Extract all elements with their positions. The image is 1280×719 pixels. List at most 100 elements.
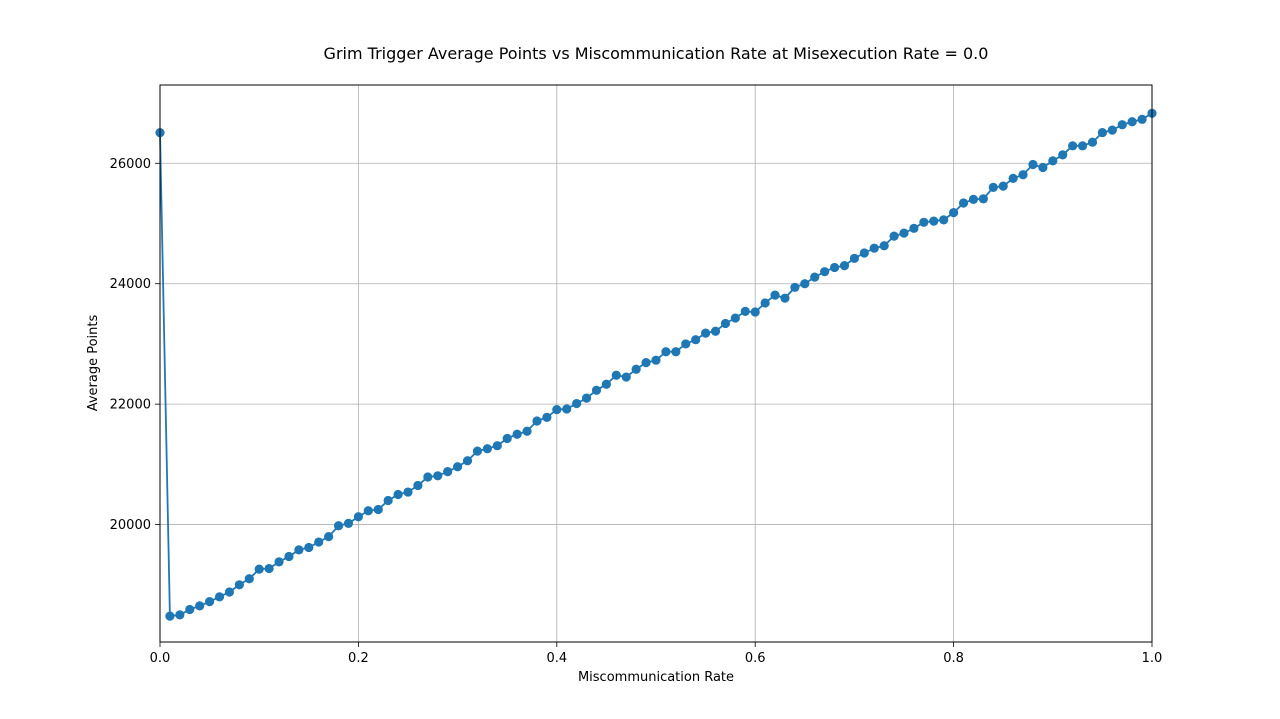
data-point (611, 370, 621, 380)
data-point (581, 393, 592, 403)
data-point (1048, 156, 1058, 166)
data-point (701, 328, 711, 338)
data-point (651, 355, 661, 365)
data-point (343, 518, 354, 528)
data-point (601, 379, 612, 389)
data-point (304, 542, 314, 553)
axis-ticks: 0.0 0.2 0.4 0.6 0.8 1.0 20000 22000 24000 26000 (110, 157, 1163, 666)
data-point (829, 262, 840, 273)
x-tick-label: 0.8 (943, 651, 964, 666)
data-point (730, 313, 740, 323)
data-point (909, 223, 919, 233)
data-point (462, 456, 473, 466)
data-point (740, 306, 750, 317)
data-point (532, 416, 542, 426)
x-tick-label: 0.6 (745, 651, 766, 666)
data-point (324, 532, 334, 542)
x-tick-label: 1.0 (1142, 651, 1163, 666)
data-point (691, 335, 701, 345)
data-point (443, 466, 453, 477)
data-point (1068, 141, 1078, 151)
data-point (284, 551, 294, 562)
data-point (522, 426, 532, 436)
data-point (185, 604, 195, 615)
data-point (899, 228, 909, 238)
data-point (274, 557, 284, 567)
data-point (1038, 162, 1048, 173)
data-point (1018, 170, 1028, 180)
x-tick-label: 0.4 (546, 651, 567, 666)
y-tick-label: 24000 (110, 277, 151, 292)
data-point (849, 253, 860, 264)
data-point (1077, 141, 1088, 151)
data-point (1058, 150, 1068, 160)
data-point (859, 248, 869, 258)
data-point (1107, 125, 1117, 135)
data-point (631, 364, 641, 374)
data-point (393, 489, 403, 500)
data-point (413, 480, 423, 491)
data-point (939, 215, 949, 225)
data-point (998, 181, 1008, 191)
data-point (790, 282, 800, 292)
data-point (492, 441, 502, 451)
data-point (879, 241, 889, 251)
data-point (929, 216, 939, 226)
data-point (968, 194, 979, 205)
data-point (353, 512, 363, 522)
data-point (978, 194, 988, 204)
data-point (333, 521, 344, 531)
data-point (720, 318, 731, 329)
y-tick-label: 20000 (110, 518, 151, 533)
data-point (175, 610, 185, 620)
data-point (224, 587, 235, 597)
data-point (512, 429, 522, 439)
data-point (234, 580, 244, 590)
data-point (591, 385, 602, 395)
x-axis-label: Miscommunication Rate (578, 670, 734, 685)
chart-title: Grim Trigger Average Points vs Miscommun… (324, 44, 989, 63)
data-point (641, 358, 651, 368)
data-point (671, 347, 681, 357)
data-point (502, 433, 512, 444)
data-point (988, 182, 998, 192)
data-point (1117, 120, 1127, 130)
data-point (750, 307, 760, 317)
y-tick-label: 22000 (110, 398, 151, 413)
data-point (433, 471, 443, 481)
data-point (552, 404, 562, 415)
data-point (710, 326, 721, 336)
data-point (195, 601, 205, 611)
x-tick-label: 0.0 (150, 651, 171, 666)
data-point (958, 198, 969, 208)
data-point (1127, 117, 1137, 127)
data-point (1137, 114, 1147, 124)
data-point (681, 339, 691, 349)
data-point (383, 495, 393, 506)
data-point (403, 487, 413, 497)
data-point (661, 347, 671, 357)
data-point (165, 611, 175, 621)
data-point (205, 597, 215, 607)
data-point (810, 272, 820, 282)
data-point (453, 462, 463, 472)
data-point (472, 446, 483, 456)
data-point (949, 208, 959, 218)
data-point (482, 444, 492, 454)
grid (159, 85, 1153, 642)
series-layer (155, 108, 1157, 621)
data-point (562, 404, 572, 414)
data-point (780, 293, 790, 303)
data-point (1087, 137, 1098, 147)
data-point (294, 545, 304, 555)
data-point (572, 398, 582, 409)
data-point (919, 217, 929, 227)
data-point (770, 290, 780, 300)
data-point (244, 574, 254, 584)
data-point (621, 372, 631, 382)
data-point (264, 563, 274, 574)
data-point (889, 231, 899, 241)
data-point (1028, 159, 1038, 170)
data-point (542, 412, 552, 422)
